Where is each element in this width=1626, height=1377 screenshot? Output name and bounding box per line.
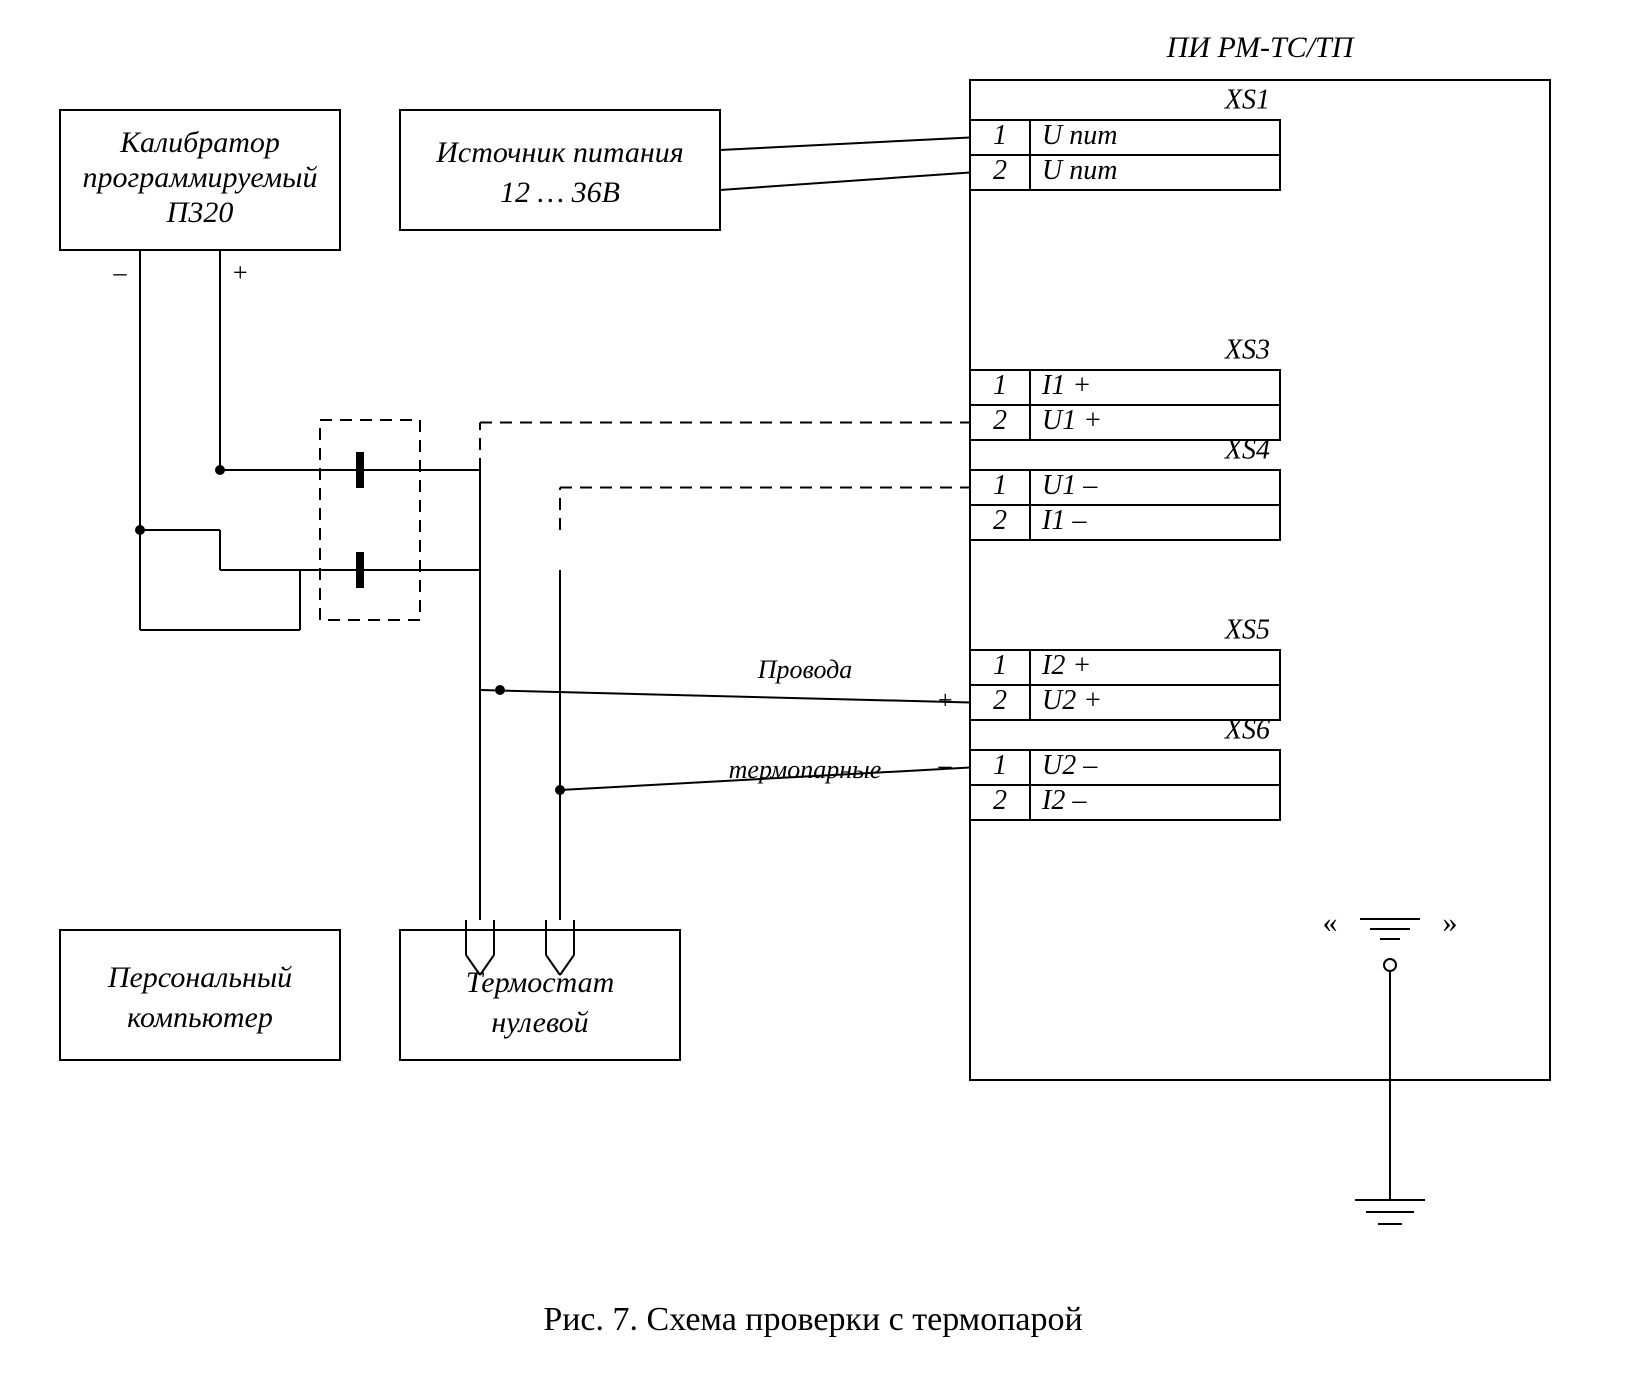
xs6-name: XS6 xyxy=(1224,714,1270,745)
svg-text:1: 1 xyxy=(993,470,1007,501)
svg-text:2: 2 xyxy=(993,155,1007,186)
svg-text:2: 2 xyxy=(993,685,1007,716)
svg-text:2: 2 xyxy=(993,505,1007,536)
svg-text:+: + xyxy=(231,258,249,287)
svg-text:«: « xyxy=(1323,906,1338,939)
tc-wires-label-1: Провода xyxy=(757,655,853,684)
xs5-name: XS5 xyxy=(1224,614,1270,645)
svg-text:12 … 36В: 12 … 36В xyxy=(500,176,620,209)
svg-text:»: » xyxy=(1443,906,1458,939)
xs3-sig1: I1 + xyxy=(1041,370,1091,401)
xs6-sig2: I2 – xyxy=(1041,785,1087,816)
svg-text:Калибратор: Калибратор xyxy=(119,126,280,159)
svg-text:1: 1 xyxy=(993,750,1007,781)
xs1-sig1: U пит xyxy=(1042,120,1117,151)
xs1-sig2: U пит xyxy=(1042,155,1117,186)
xs5-sig2: U2 + xyxy=(1042,685,1102,716)
xs6-sig1: U2 – xyxy=(1042,750,1098,781)
svg-text:компьютер: компьютер xyxy=(127,1001,273,1034)
xs3-name: XS3 xyxy=(1224,334,1270,365)
svg-text:–: – xyxy=(938,750,953,779)
svg-text:Персональный: Персональный xyxy=(107,961,292,994)
xs5-sig1: I2 + xyxy=(1041,650,1091,681)
xs4-sig1: U1 – xyxy=(1042,470,1098,501)
device-title: ПИ РМ-ТС/ТП xyxy=(1166,31,1356,64)
svg-text:2: 2 xyxy=(993,405,1007,436)
figure-caption: Рис. 7. Схема проверки с термопарой xyxy=(543,1301,1082,1338)
xs1-name: XS1 xyxy=(1224,84,1270,115)
svg-text:нулевой: нулевой xyxy=(491,1006,588,1039)
svg-text:1: 1 xyxy=(993,650,1007,681)
svg-text:программируемый: программируемый xyxy=(83,161,318,194)
svg-text:1: 1 xyxy=(993,370,1007,401)
xs4-name: XS4 xyxy=(1224,434,1270,465)
svg-text:Термостат: Термостат xyxy=(466,966,615,999)
svg-text:1: 1 xyxy=(993,120,1007,151)
xs4-sig2: I1 – xyxy=(1041,505,1087,536)
svg-text:+: + xyxy=(936,685,954,714)
xs3-sig2: U1 + xyxy=(1042,405,1102,436)
svg-text:2: 2 xyxy=(993,785,1007,816)
svg-text:П320: П320 xyxy=(166,196,234,229)
svg-text:–: – xyxy=(113,258,128,287)
tc-wires-label-2: термопарные xyxy=(729,755,882,784)
svg-text:Источник питания: Источник питания xyxy=(435,136,683,169)
canvas xyxy=(0,0,1626,1377)
